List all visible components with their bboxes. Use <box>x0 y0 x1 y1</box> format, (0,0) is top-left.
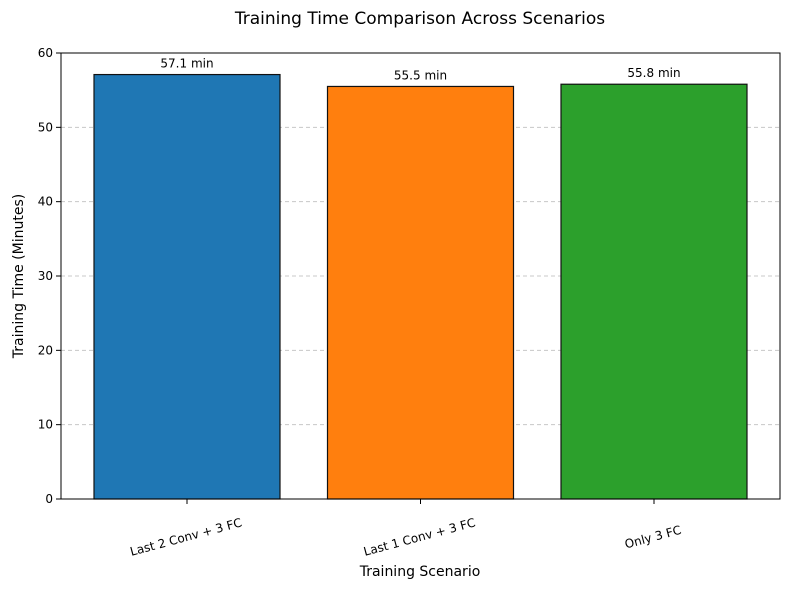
y-axis-label: Training Time (Minutes) <box>11 194 27 359</box>
bar-value-label-1: 55.5 min <box>394 68 447 82</box>
y-axis: 0 10 20 30 40 50 60 <box>38 46 61 506</box>
y-tick-label-0: 0 <box>45 492 53 506</box>
y-tick-label-1: 10 <box>38 418 53 432</box>
bar-labels-layer: 57.1 min 55.5 min 55.8 min <box>160 57 680 83</box>
chart-title: Training Time Comparison Across Scenario… <box>234 9 605 29</box>
bar-0 <box>93 73 281 500</box>
y-tick-label-2: 20 <box>38 343 53 357</box>
y-tick-label-4: 40 <box>38 195 53 209</box>
bar-2 <box>560 83 748 500</box>
bars-layer <box>93 73 748 500</box>
y-tick-label-5: 50 <box>38 120 53 134</box>
x-axis: Last 2 Conv + 3 FC Last 1 Conv + 3 FC Only… <box>129 499 683 559</box>
bar-value-label-0: 57.1 min <box>160 57 213 71</box>
x-axis-label: Training Scenario <box>359 564 481 580</box>
bar-1 <box>326 85 515 500</box>
x-tick-label-2: Only 3 FC <box>623 523 683 552</box>
y-tick-label-6: 60 <box>38 46 53 60</box>
y-tick-label-3: 30 <box>38 269 53 283</box>
x-tick-label-0: Last 2 Conv + 3 FC <box>129 515 244 558</box>
x-tick-label-1: Last 1 Conv + 3 FC <box>362 515 477 558</box>
bar-value-label-2: 55.8 min <box>627 66 680 80</box>
